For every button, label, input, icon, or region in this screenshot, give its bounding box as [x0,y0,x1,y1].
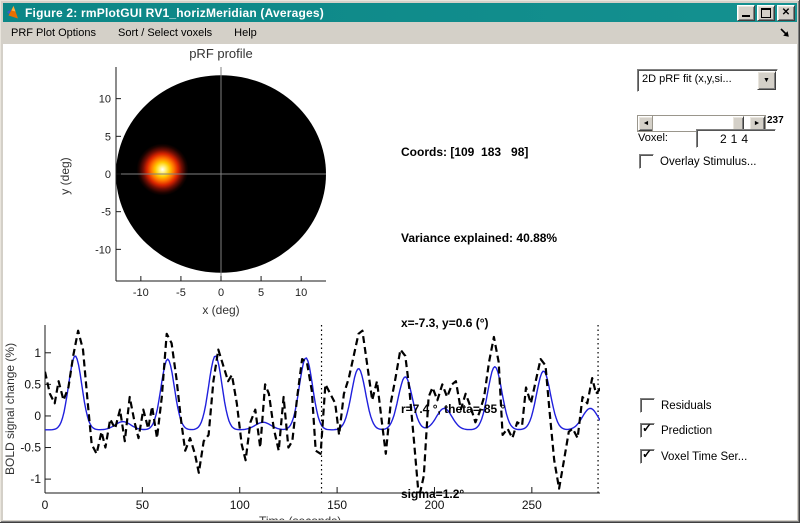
tick-label: -5 [176,287,186,299]
maximize-icon [761,7,771,18]
check-icon: ✓ [642,421,653,435]
check-icon: ✓ [642,447,653,461]
prf-blob [136,143,189,196]
voxel-number-value: 214 [719,131,753,146]
prediction-checkbox-row: ✓ Prediction [640,421,713,438]
timeseries-xlabel: Time (seconds) [259,514,341,520]
tick-label: 10 [99,94,111,106]
chevron-down-icon: ▼ [763,77,770,84]
menubar: PRF Plot Options Sort / Select voxels He… [3,22,797,44]
timeseries-ylabel: BOLD signal change (%) [3,343,17,475]
slider-max-label: 237 [767,115,784,126]
tick-label: -0.5 [20,441,41,455]
arrow-right-icon: ► [753,120,761,127]
info-xy: x=-7.3, y=0.6 (°) [401,316,489,330]
info-variance-explained: Variance explained: 40.88% [401,230,558,245]
tick-label: 200 [424,498,444,512]
tick-label: 150 [327,498,347,512]
close-icon: ✕ [781,6,791,18]
minimize-button[interactable] [737,4,755,21]
voxel-series-line [45,329,600,493]
prf-profile-plot: -10 -5 0 5 10 -10 -5 0 5 10 pRF profile x (deg) y (d… [58,46,326,317]
voxel-label: Voxel: [638,132,668,144]
tick-label: 0 [218,287,224,299]
fit-type-value: 2D pRF fit (x,y,si... [642,73,732,85]
tick-label: 0 [105,169,111,181]
overlay-stimulus-checkbox[interactable]: ✓ [639,154,654,169]
residuals-checkbox-row: ✓ Residuals [640,398,712,413]
tick-label: -1 [30,472,41,486]
minimize-icon [742,15,750,17]
residuals-checkbox[interactable]: ✓ [640,398,655,413]
tick-label: -10 [133,287,149,299]
matlab-icon [5,5,21,20]
voxel-time-series-checkbox-row: ✓ Voxel Time Ser... [640,447,748,464]
voxel-time-series-checkbox[interactable]: ✓ [640,447,655,464]
titlebar[interactable]: Figure 2: rmPlotGUI RV1_horizMeridian (A… [3,3,797,22]
info-r-theta: r=7.4 °, theta=-85 ° [401,401,506,416]
window-controls: ✕ [737,4,795,21]
figure-canvas: -10 -5 0 5 10 -10 -5 0 5 10 pRF profile x (deg) y (d… [3,44,797,520]
info-coords: Coords: [109 183 98] [401,145,529,159]
window-title: Figure 2: rmPlotGUI RV1_horizMeridian (A… [25,5,325,20]
prediction-label: Prediction [661,424,713,437]
residuals-label: Residuals [661,399,712,412]
close-button[interactable]: ✕ [777,4,795,21]
tick-label: 50 [136,498,150,512]
tick-label: -10 [95,244,111,256]
tick-label: -5 [101,207,111,219]
arrow-left-icon: ◄ [642,120,650,127]
info-sigma: sigma=1.2° [401,487,465,501]
menu-sort-select-voxels[interactable]: Sort / Select voxels [117,27,213,39]
fit-type-dropdown[interactable]: 2D pRF fit (x,y,si... ▼ [637,69,778,92]
maximize-button[interactable] [757,4,775,21]
prf-plot-title: pRF profile [189,46,253,61]
tick-label: 5 [105,131,111,143]
overlay-stimulus-label: Overlay Stimulus... [660,155,757,168]
voxel-time-series-label: Voxel Time Ser... [661,450,748,463]
tick-label: 0.5 [24,377,41,391]
menu-help[interactable]: Help [234,27,257,39]
prf-ylabel: y (deg) [58,157,72,194]
prf-xlabel: x (deg) [202,303,239,317]
tick-label: 0 [42,498,49,512]
dropdown-arrow-button[interactable]: ▼ [757,71,776,90]
dock-arrow-icon[interactable] [779,27,791,39]
prf-info-block: Coords: [109 183 98] Variance explained:… [401,81,557,520]
time-series-plot: 0 50 100 150 200 250 -1 -0.5 0 0.5 1 BOLD signal ch… [3,325,600,520]
prediction-checkbox[interactable]: ✓ [640,421,655,438]
tick-label: 5 [258,287,264,299]
tick-label: 100 [230,498,250,512]
tick-label: 250 [522,498,542,512]
tick-label: 1 [34,346,41,360]
voxel-number-field[interactable]: 214 [696,129,776,148]
tick-label: 10 [295,287,307,299]
overlay-stimulus-checkbox-row: ✓ Overlay Stimulus... [639,154,757,169]
tick-label: 0 [34,409,41,423]
menu-prf-plot-options[interactable]: PRF Plot Options [11,27,96,39]
